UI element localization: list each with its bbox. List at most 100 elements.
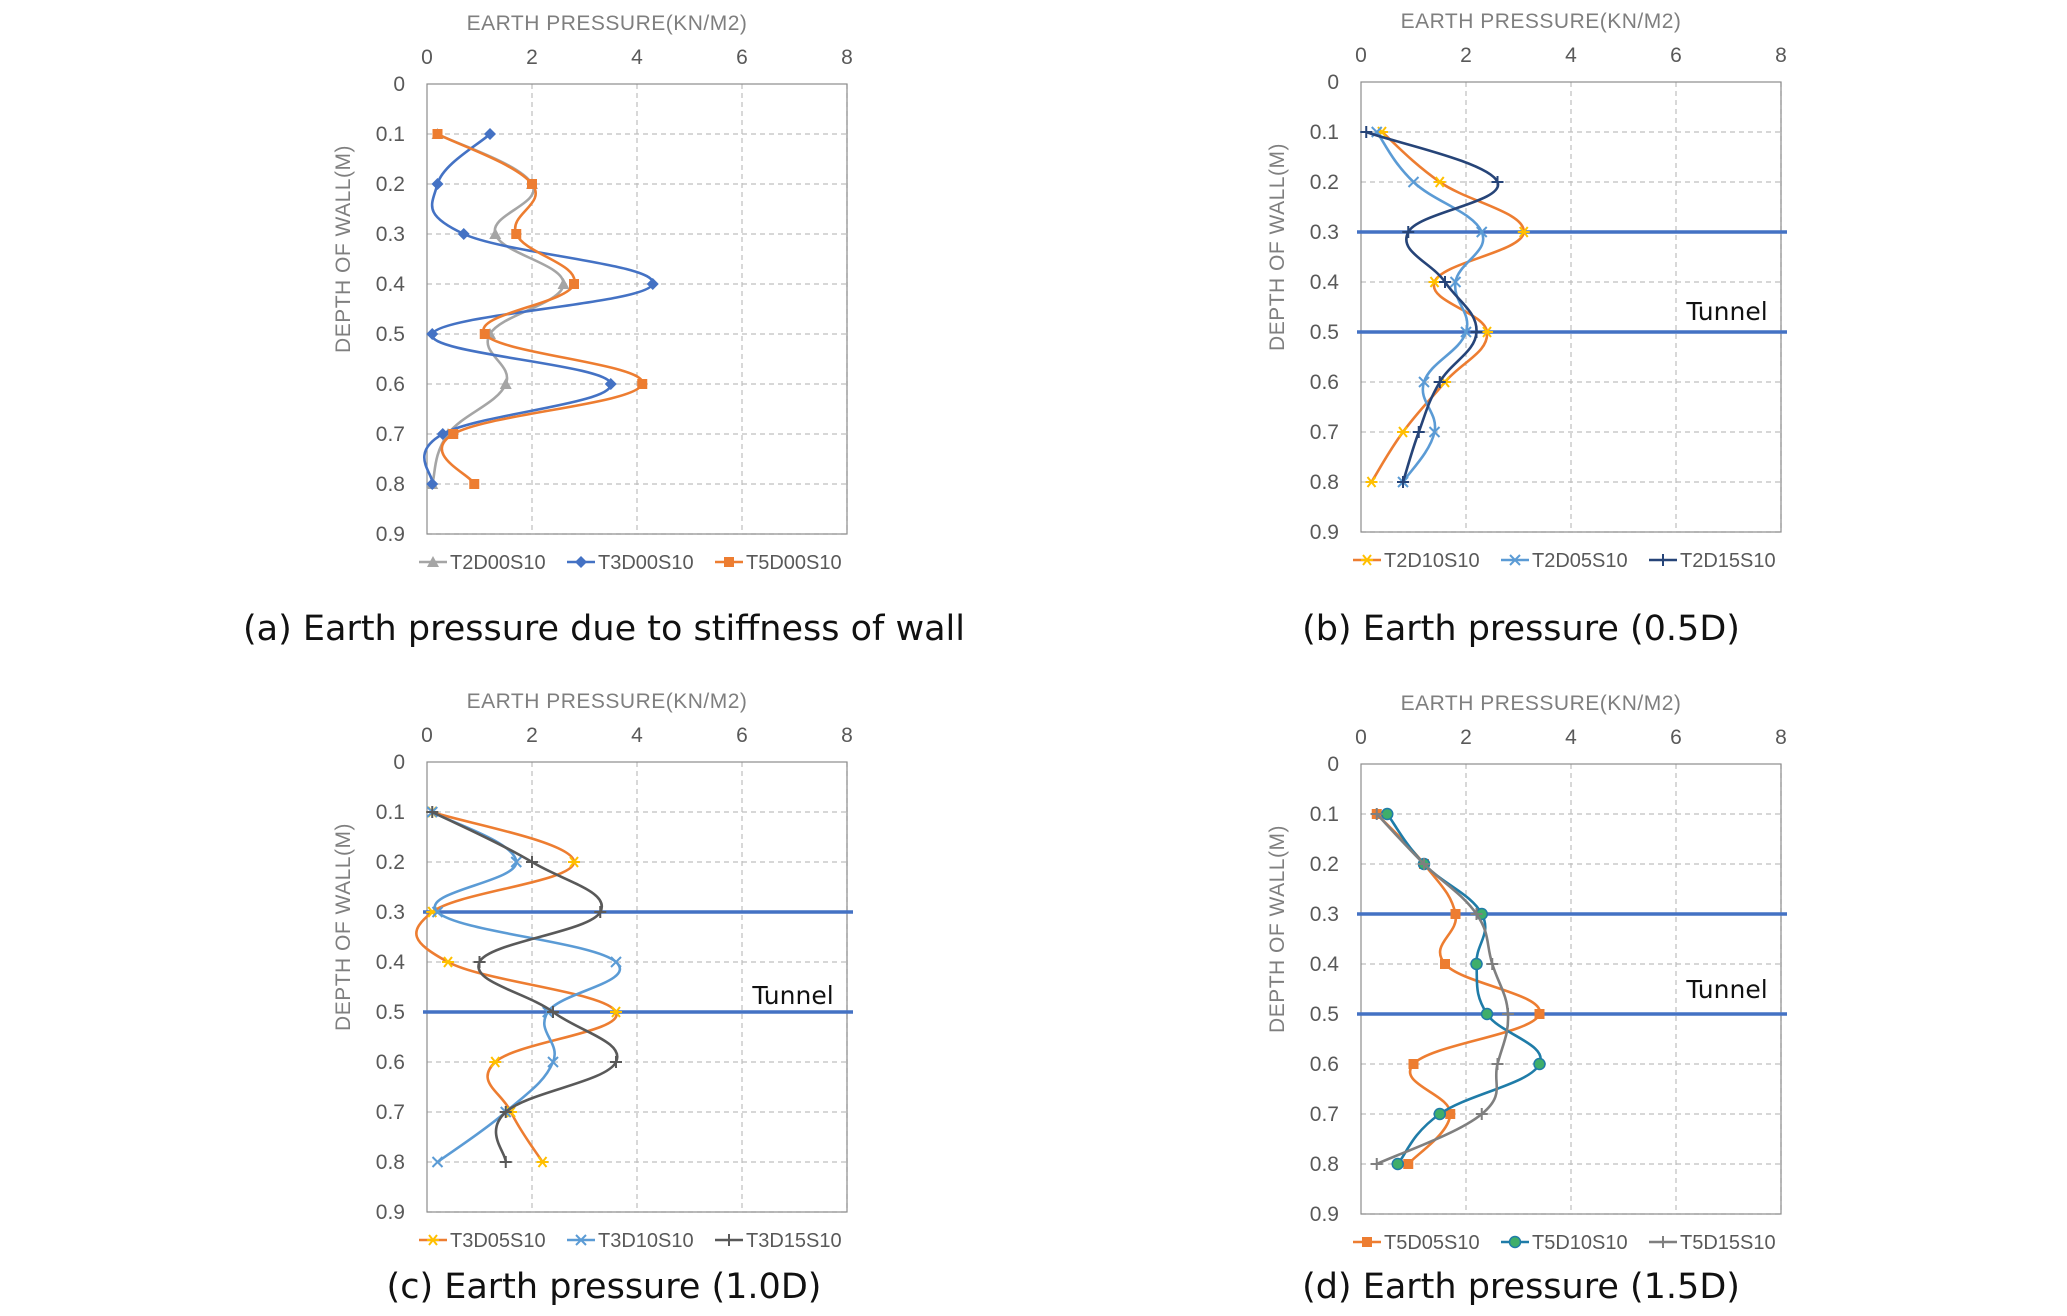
data-point-T5D05S10 [1445, 1109, 1456, 1119]
data-point-T2D05S10 [1449, 276, 1462, 288]
data-point-T5D05S10 [1408, 1059, 1419, 1069]
y-tick-label: 0.3 [376, 901, 405, 924]
panel-d: 0 2 4 6 8 0 0.1 0.2 0.3 0.4 0.5 0.6 0.7 0.8 0.9 EARTH P… [1266, 692, 1787, 1307]
y-tick-label: 0.3 [1310, 903, 1339, 926]
plot-area [1360, 763, 1782, 1215]
series-line-T5D05S10 [1375, 813, 1541, 1165]
y-tick-label: 0.9 [1310, 521, 1339, 544]
data-point-T2D15S10 [1360, 126, 1373, 138]
y-tick-label: 0.6 [376, 1051, 405, 1074]
data-point-T5D05S10 [1450, 909, 1461, 919]
data-point-T2D10S10 [1397, 426, 1409, 438]
x-tick-label: 8 [841, 46, 853, 69]
data-point-T5D15S10 [1486, 958, 1499, 970]
y-tick-label: 0 [1327, 71, 1339, 94]
y-tick-label: 0.6 [1310, 1053, 1339, 1076]
y-tick-label: 0.5 [1310, 321, 1339, 344]
data-point-T2D05S10 [1407, 176, 1420, 188]
data-point-T3D10S10 [547, 1056, 559, 1068]
data-point-T5D00S10 [527, 179, 537, 189]
y-tick-label: 0.5 [1310, 1003, 1339, 1026]
legend-marker [1362, 1237, 1372, 1247]
legend-marker [1361, 554, 1373, 566]
y-tick-label: 0.8 [376, 473, 405, 496]
data-point-T5D10S10 [1381, 807, 1394, 821]
data-point-T3D15S10 [526, 856, 538, 868]
data-point-T5D05S10 [1440, 959, 1450, 969]
y-tick-label: 0.9 [376, 523, 405, 546]
y-tick-label: 0.8 [1310, 1153, 1339, 1176]
x-tick-label: 6 [1670, 726, 1682, 749]
data-point-T5D00S10 [448, 429, 459, 439]
x-tick-label: 2 [1460, 44, 1472, 67]
tunnel-label: Tunnel [1685, 975, 1767, 1004]
y-tick-label: 0.8 [376, 1151, 405, 1174]
data-point-T3D15S10 [547, 1006, 559, 1018]
data-point-T3D10S10 [610, 956, 622, 968]
y-tick-label: 0.1 [376, 123, 405, 146]
data-point-T5D05S10 [1403, 1159, 1414, 1169]
x-tick-label: 8 [1775, 726, 1787, 749]
series-line-T3D00S10 [422, 133, 655, 485]
y-tick-label: 0.1 [1310, 121, 1339, 144]
data-point-T2D15S10 [1397, 476, 1409, 488]
x-tick-label: 0 [421, 724, 433, 747]
y-tick-label: 0.5 [376, 323, 405, 346]
series-line-T2D05S10 [1375, 131, 1485, 483]
series-line-T3D10S10 [431, 810, 621, 1164]
data-point-T3D15S10 [499, 1106, 512, 1118]
x-tick-label: 6 [1670, 44, 1682, 67]
legend-marker [1657, 554, 1669, 566]
data-point-T2D15S10 [1412, 426, 1425, 438]
data-point-T5D00S10 [511, 229, 522, 239]
x-tick-label: 2 [526, 46, 538, 69]
y-tick-label: 0.7 [376, 423, 405, 446]
legend-entry: T3D15S10 [746, 1230, 842, 1252]
data-point-T5D00S10 [469, 479, 480, 489]
plot-area [426, 761, 848, 1213]
y-tick-label: 0.4 [376, 273, 406, 296]
data-point-T5D15S10 [1475, 1108, 1488, 1120]
x-tick-label: 6 [736, 46, 748, 69]
legend-marker [723, 1234, 735, 1246]
data-point-T2D00S10 [489, 228, 502, 239]
data-point-T3D00S10 [431, 178, 444, 190]
data-point-T3D10S10 [510, 856, 522, 868]
legend-marker [427, 1234, 439, 1246]
data-point-T3D10S10 [431, 906, 444, 918]
y-tick-label: 0.4 [376, 951, 406, 974]
series-line-T2D10S10 [1370, 131, 1526, 483]
y-tick-label: 0.3 [1310, 221, 1339, 244]
data-point-T2D00S10 [499, 378, 512, 389]
y-tick-label: 0.4 [1310, 271, 1340, 294]
data-point-T2D15S10 [1470, 326, 1483, 338]
data-point-T3D00S10 [604, 378, 617, 390]
y-tick-label: 0.4 [1310, 953, 1340, 976]
x-axis-title: EARTH PRESSURE(KN/M2) [467, 12, 748, 35]
y-tick-label: 0.2 [1310, 171, 1339, 194]
data-point-T5D10S10 [1433, 1107, 1446, 1121]
data-point-T3D15S10 [499, 1156, 512, 1168]
data-point-T2D05S10 [1428, 426, 1441, 438]
plot-area [1360, 81, 1782, 533]
data-point-T3D00S10 [646, 278, 659, 290]
y-tick-label: 0.8 [1310, 471, 1339, 494]
series-line-T3D15S10 [431, 810, 619, 1163]
data-point-T3D15S10 [426, 806, 439, 818]
data-point-T5D15S10 [1418, 858, 1430, 870]
data-point-T5D15S10 [1470, 908, 1483, 920]
legend-marker [1657, 1236, 1669, 1248]
legend-entry: T3D10S10 [598, 1230, 694, 1252]
data-point-T5D00S10 [569, 279, 579, 289]
legend-entry: T5D00S10 [746, 552, 842, 574]
x-tick-label: 4 [1565, 44, 1577, 67]
legend-entry: T5D05S10 [1384, 1232, 1480, 1254]
x-tick-label: 4 [1565, 726, 1577, 749]
data-point-T3D15S10 [473, 956, 486, 968]
series-line-T5D10S10 [1386, 813, 1542, 1165]
data-point-T2D15S10 [1402, 226, 1415, 238]
x-tick-label: 6 [736, 724, 748, 747]
panel-a: 0 2 4 6 8 0 0.1 0.2 0.3 0.4 0.5 0.6 0.7 0.8 0.9 EARTH P… [243, 12, 965, 649]
x-axis-title: EARTH PRESSURE(KN/M2) [1401, 10, 1682, 33]
y-tick-label: 0.9 [1310, 1203, 1339, 1226]
